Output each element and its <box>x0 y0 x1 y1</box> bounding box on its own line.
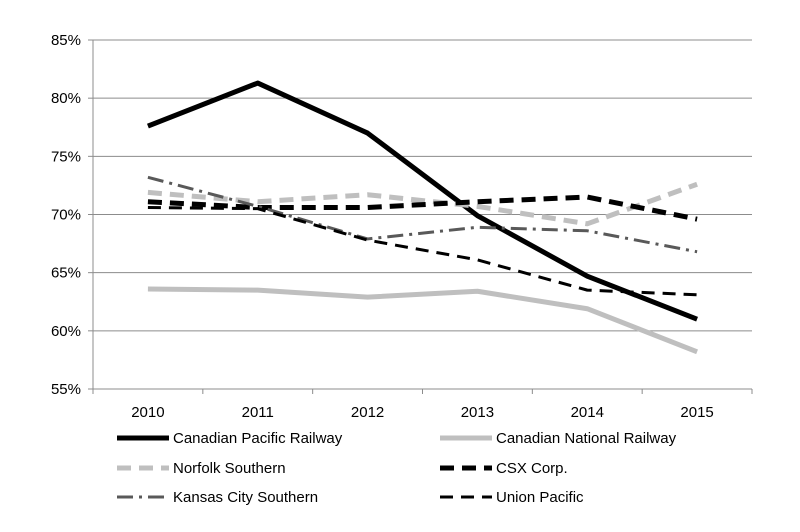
legend-item-kansas-city-southern: Kansas City Southern <box>117 489 318 506</box>
y-tick-label: 65% <box>51 265 81 282</box>
axes <box>88 39 753 394</box>
x-tick-labels: 2010 2011 2012 2013 2014 2015 <box>131 404 714 421</box>
y-tick-labels: 55% 60% 65% 70% 75% 80% 85% <box>51 32 81 398</box>
legend: Canadian Pacific Railway Canadian Nationa… <box>117 430 677 506</box>
legend-item-norfolk-southern: Norfolk Southern <box>117 460 286 477</box>
x-tick-label: 2014 <box>571 404 604 421</box>
legend-label: Kansas City Southern <box>173 489 318 506</box>
series-line-kansas-city-southern <box>147 175 698 254</box>
x-tick-label: 2010 <box>131 404 164 421</box>
y-tick-label: 75% <box>51 148 81 165</box>
x-tick-label: 2015 <box>680 404 713 421</box>
legend-item-csx-corp: CSX Corp. <box>440 460 568 477</box>
series-line-canadian-pacific-railway <box>147 80 698 322</box>
x-tick-label: 2012 <box>351 404 384 421</box>
series-line-union-pacific <box>147 206 698 297</box>
y-tick-label: 70% <box>51 207 81 224</box>
x-tick-label: 2013 <box>461 404 494 421</box>
y-tick-label: 85% <box>51 32 81 49</box>
legend-label: Canadian Pacific Railway <box>173 430 343 447</box>
legend-label: CSX Corp. <box>496 460 568 477</box>
legend-label: Canadian National Railway <box>496 430 677 447</box>
y-tick-label: 80% <box>51 90 81 107</box>
y-tick-label: 55% <box>51 381 81 398</box>
series-lines <box>147 80 698 355</box>
series-line-canadian-national-railway <box>147 286 698 355</box>
x-tick-label: 2011 <box>242 404 274 421</box>
legend-item-canadian-national-railway: Canadian National Railway <box>440 430 677 447</box>
series-line-csx-corp <box>147 194 698 222</box>
y-tick-label: 60% <box>51 323 81 340</box>
legend-label: Union Pacific <box>496 489 584 506</box>
legend-item-union-pacific: Union Pacific <box>440 489 584 506</box>
legend-label: Norfolk Southern <box>173 460 286 477</box>
legend-item-canadian-pacific-railway: Canadian Pacific Railway <box>117 430 343 447</box>
